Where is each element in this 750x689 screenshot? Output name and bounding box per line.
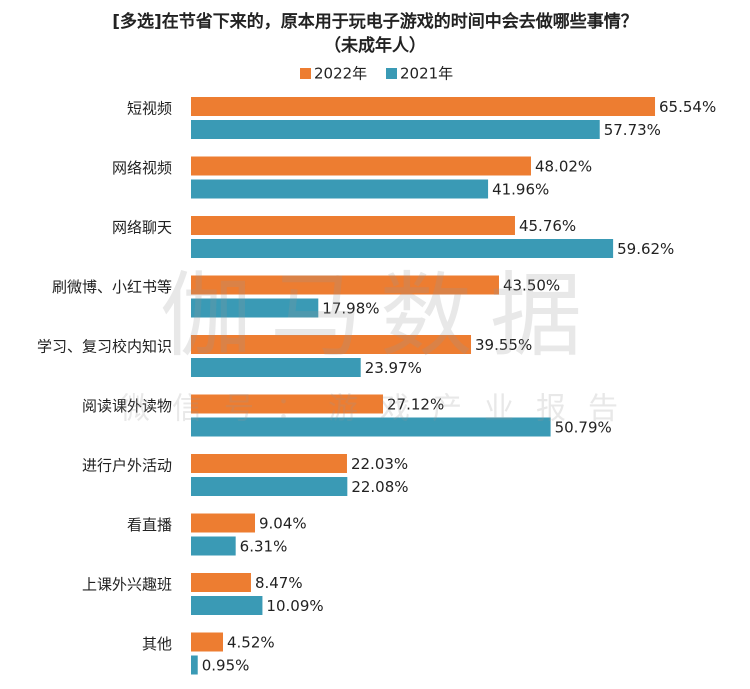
bar bbox=[191, 454, 347, 473]
value-label: 8.47% bbox=[255, 574, 303, 592]
bar bbox=[191, 596, 263, 615]
bar bbox=[191, 239, 614, 258]
bar bbox=[191, 513, 256, 533]
legend-label: 2021年 bbox=[400, 65, 453, 83]
value-label: 65.54% bbox=[659, 98, 716, 116]
bar bbox=[191, 573, 251, 592]
bar bbox=[191, 477, 348, 496]
watermark: 伽马数据 bbox=[160, 262, 600, 369]
chart-subtitle: （未成年人） bbox=[324, 35, 426, 56]
value-label: 0.95% bbox=[202, 657, 250, 675]
y-tick-label: 学习、复习校内知识 bbox=[37, 338, 172, 356]
y-tick-label: 其他 bbox=[142, 635, 172, 653]
y-tick-label: 阅读课外读物 bbox=[82, 397, 172, 415]
value-label: 50.79% bbox=[555, 419, 612, 437]
chart-title: [多选]在节省下来的，原本用于玩电子游戏的时间中会去做哪些事情？ bbox=[112, 11, 638, 32]
bar bbox=[191, 358, 361, 377]
value-label: 9.04% bbox=[259, 515, 307, 533]
bar bbox=[191, 655, 198, 675]
bar bbox=[191, 120, 600, 139]
watermark-sub: 微信号：游戏产业报告 bbox=[120, 392, 640, 427]
bar bbox=[191, 536, 236, 556]
bar bbox=[191, 156, 531, 176]
legend-swatch bbox=[300, 68, 311, 79]
y-tick-label: 进行户外活动 bbox=[82, 457, 172, 475]
bar bbox=[191, 97, 656, 116]
bar bbox=[191, 216, 515, 235]
value-label: 23.97% bbox=[365, 359, 422, 377]
value-label: 22.03% bbox=[351, 455, 408, 473]
y-tick-label: 刷微博、小红书等 bbox=[52, 278, 172, 296]
value-label: 17.98% bbox=[322, 300, 379, 318]
y-tick-label: 网络聊天 bbox=[112, 219, 172, 237]
value-label: 45.76% bbox=[519, 217, 576, 235]
value-label: 27.12% bbox=[387, 396, 444, 414]
bar bbox=[191, 335, 472, 354]
bar bbox=[191, 394, 384, 414]
legend-swatch bbox=[386, 68, 397, 79]
y-tick-label: 短视频 bbox=[127, 100, 172, 118]
bar bbox=[191, 632, 224, 652]
bar bbox=[191, 275, 499, 295]
legend-label: 2022年 bbox=[314, 65, 367, 83]
y-tick-label: 上课外兴趣班 bbox=[82, 576, 172, 594]
value-label: 48.02% bbox=[535, 158, 592, 176]
bar bbox=[191, 298, 319, 318]
value-label: 4.52% bbox=[227, 634, 275, 652]
value-label: 43.50% bbox=[503, 277, 560, 295]
value-label: 59.62% bbox=[617, 240, 674, 258]
value-label: 41.96% bbox=[492, 181, 549, 199]
value-label: 39.55% bbox=[475, 336, 532, 354]
bar bbox=[191, 417, 551, 437]
value-label: 6.31% bbox=[240, 538, 288, 556]
value-label: 22.08% bbox=[351, 478, 408, 496]
value-label: 57.73% bbox=[604, 121, 661, 139]
bar bbox=[191, 179, 489, 199]
y-tick-label: 网络视频 bbox=[112, 159, 172, 177]
value-label: 10.09% bbox=[266, 597, 323, 615]
y-tick-label: 看直播 bbox=[127, 516, 172, 534]
